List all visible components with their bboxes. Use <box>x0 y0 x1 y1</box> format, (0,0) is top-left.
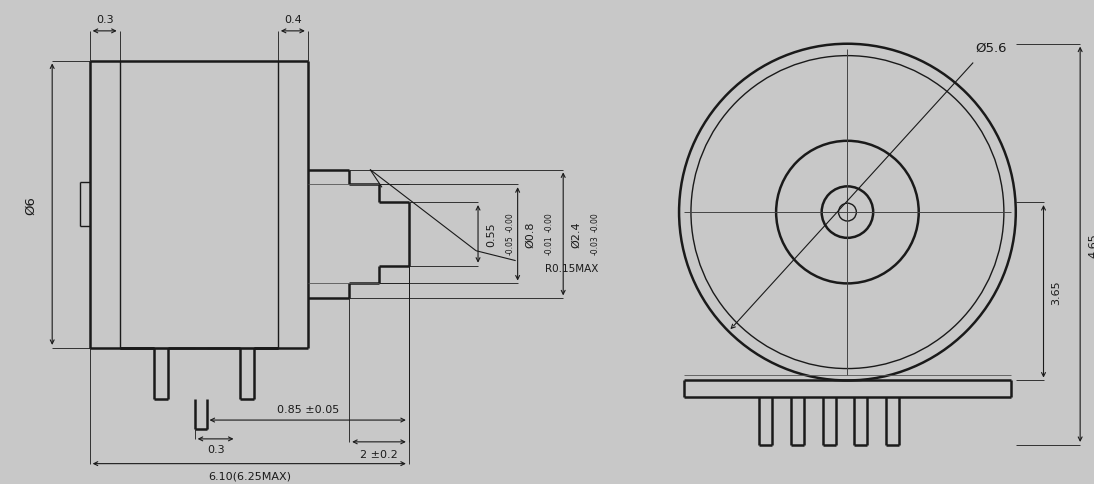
Text: 2 ±0.2: 2 ±0.2 <box>360 449 398 459</box>
Text: Ø2.4: Ø2.4 <box>571 221 581 248</box>
Text: 3.65: 3.65 <box>1051 279 1061 304</box>
Text: -0.00: -0.00 <box>545 212 554 231</box>
Text: 0.55: 0.55 <box>486 222 496 247</box>
Text: 0.3: 0.3 <box>96 15 114 25</box>
Text: -0.05: -0.05 <box>505 234 514 254</box>
Text: -0.00: -0.00 <box>591 212 600 231</box>
Text: 0.85 ±0.05: 0.85 ±0.05 <box>277 404 339 414</box>
Text: 0.3: 0.3 <box>207 444 224 454</box>
Text: Ø6: Ø6 <box>24 196 37 214</box>
Text: 0.4: 0.4 <box>284 15 302 25</box>
Text: -0.03: -0.03 <box>591 234 600 254</box>
Text: -0.01: -0.01 <box>545 234 554 254</box>
Text: Ø5.6: Ø5.6 <box>975 42 1006 55</box>
Text: Ø0.8: Ø0.8 <box>525 221 536 248</box>
Text: 4.65: 4.65 <box>1089 232 1094 257</box>
Text: -0.00: -0.00 <box>505 212 514 231</box>
Text: 6.10(6.25MAX): 6.10(6.25MAX) <box>208 470 291 481</box>
Text: R0.15MAX: R0.15MAX <box>546 263 598 273</box>
